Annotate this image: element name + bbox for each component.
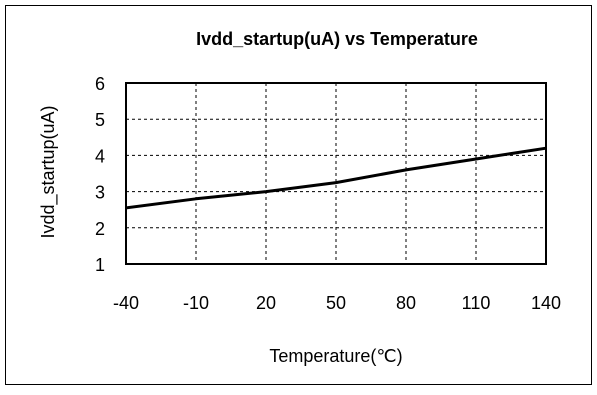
y-tick-label: 3	[95, 183, 105, 203]
y-tick-label: 4	[95, 146, 105, 166]
y-tick-label: 5	[95, 110, 105, 130]
y-axis-label: Ivdd_startup(uA)	[38, 105, 59, 238]
tick-labels: -40 -10 20 50 80 110 140 1 2 3 4 5 6	[95, 74, 561, 313]
figure-border	[5, 5, 592, 385]
series-line	[125, 146, 547, 210]
x-tick-label: 50	[326, 293, 346, 313]
x-tick-label: -10	[183, 293, 209, 313]
x-tick-label: 20	[256, 293, 276, 313]
y-tick-label: 2	[95, 219, 105, 239]
x-axis-label: Temperature(℃)	[269, 346, 402, 366]
plot-area-frame	[125, 82, 547, 265]
x-tick-label: 140	[531, 293, 561, 313]
x-tick-label: 80	[396, 293, 416, 313]
grid-lines	[126, 83, 546, 264]
series-layer	[125, 146, 547, 210]
y-tick-label: 1	[95, 255, 105, 275]
x-tick-label: -40	[113, 293, 139, 313]
x-tick-label: 110	[462, 293, 491, 313]
y-tick-label: 6	[95, 74, 105, 94]
chart-title: Ivdd_startup(uA) vs Temperature	[196, 29, 478, 49]
